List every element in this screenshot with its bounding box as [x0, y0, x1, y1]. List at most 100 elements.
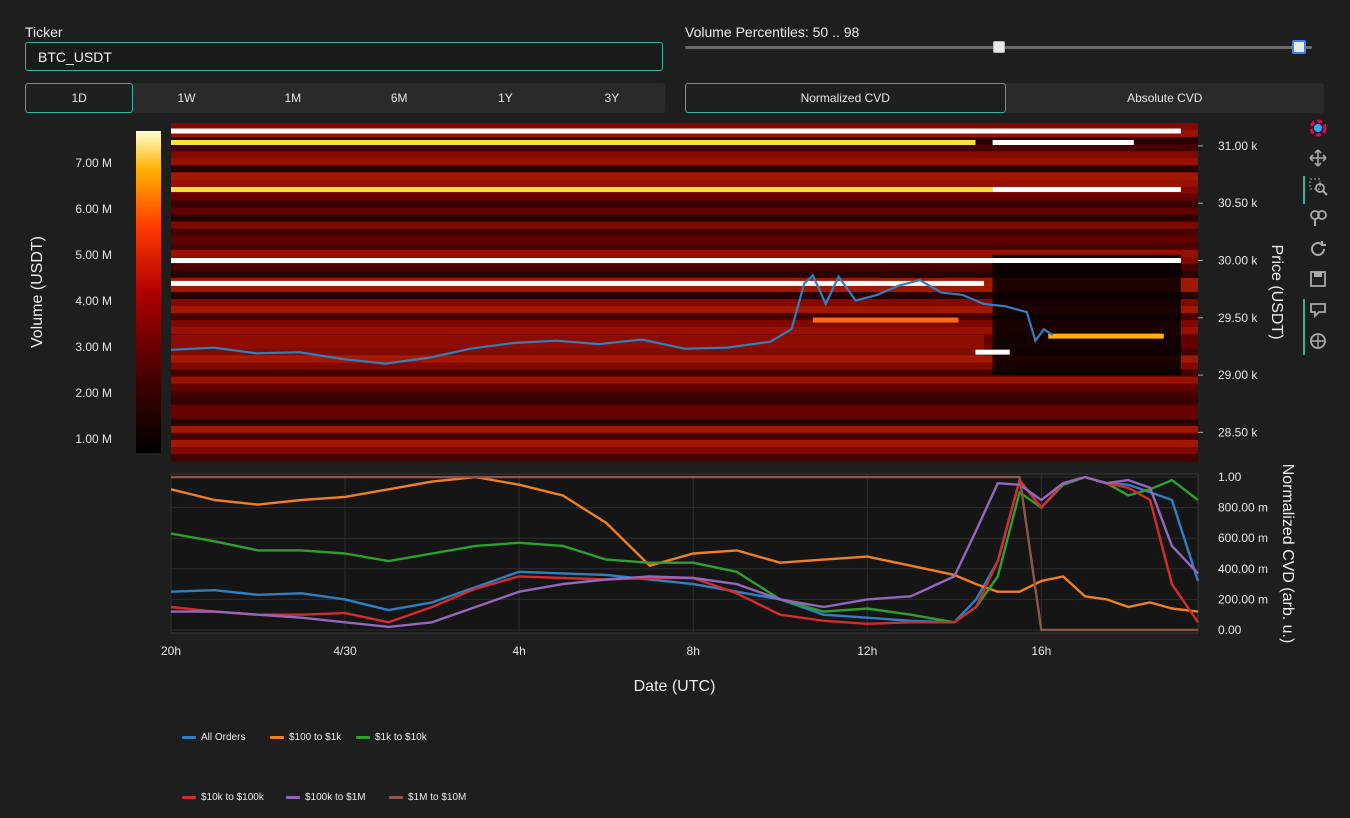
heatmap-row: [171, 299, 1198, 307]
heatmap-level: [171, 280, 985, 286]
heatmap-row: [171, 362, 1198, 370]
heatmap-level: [992, 186, 1181, 192]
price-axis-tick-label: 31.00 k: [1218, 139, 1258, 153]
price-line: [170, 273, 1054, 365]
heatmap-row: [171, 200, 1198, 208]
heatmap-row: [171, 383, 1198, 392]
hover-compare-icon[interactable]: [1307, 299, 1329, 321]
legend-label: $10k to $100k: [201, 792, 264, 803]
legend-label: $1M to $10M: [408, 792, 467, 803]
cvd-mode-button-normalized-cvd[interactable]: Normalized CVD: [685, 83, 1006, 113]
cvd-series--100-to-1k: [170, 475, 1199, 613]
cvd-mode-selector: Normalized CVD Absolute CVD: [685, 83, 1324, 113]
cvd-axis-tick-label: 0.00: [1218, 623, 1242, 637]
heatmap-row: [171, 158, 1198, 166]
time-axis-tick-label: 20h: [161, 644, 181, 658]
volume-percentiles-label: Volume Percentiles: 50 .. 98: [685, 24, 860, 40]
heatmap-row: [171, 369, 1198, 377]
timeframe-button-1w[interactable]: 1W: [177, 91, 196, 105]
cvd-axis-tick-label: 200.00 m: [1218, 592, 1268, 606]
legend-label: $100k to $1M: [305, 792, 366, 803]
legend-swatch: [270, 736, 284, 739]
price-axis-tick-label: 29.00 k: [1218, 368, 1258, 382]
ticker-input[interactable]: [25, 42, 663, 71]
heatmap-row: [171, 334, 1198, 342]
legend-item[interactable]: All Orders: [182, 732, 245, 743]
time-axis-tick-label: 4h: [512, 644, 525, 658]
price-axis-tick-label: 29.50 k: [1218, 311, 1258, 325]
heatmap-row: [171, 397, 1198, 406]
legend-item[interactable]: $10k to $100k: [182, 792, 264, 803]
legend-label: $1k to $10k: [375, 732, 427, 743]
heatmap-level: [1048, 333, 1164, 339]
heatmap-row: [171, 439, 1198, 448]
heatmap-row: [171, 341, 1198, 349]
legend-label: $100 to $1k: [289, 732, 342, 743]
heatmap-row: [171, 123, 1198, 131]
timeframe-button-3y[interactable]: 3Y: [604, 91, 620, 105]
legend-item[interactable]: $1k to $10k: [356, 732, 427, 743]
price-axis-tick-label: 30.50 k: [1218, 196, 1258, 210]
heatmap-row: [171, 453, 1198, 462]
cvd-chart[interactable]: 0.00 200.00 m 400.00 m 600.00 m 800.00 m 1.00…: [161, 464, 1296, 695]
heatmap-row: [171, 242, 1198, 251]
heatmap-row: [171, 320, 1198, 328]
volume-percentiles-high-handle[interactable]: [1292, 40, 1307, 54]
colorbar-title: Volume (USDT): [29, 236, 46, 348]
colorbar-tick-label: 2.00 M: [75, 386, 112, 400]
timeframe-button-6m[interactable]: 6M: [390, 91, 408, 105]
heatmap-row: [171, 432, 1198, 441]
heatmap-level: [812, 317, 959, 323]
legend-item[interactable]: $100 to $1k: [270, 732, 341, 743]
heatmap-row: [171, 193, 1198, 201]
heatmap-row: [171, 313, 1198, 321]
cvd-series--100k-to-1m: [171, 475, 1199, 629]
timeframe-button-1d[interactable]: 1D: [25, 83, 134, 113]
colorbar: [136, 131, 161, 453]
lasso-icon[interactable]: [1307, 207, 1329, 229]
plotly-logo-icon[interactable]: [1307, 117, 1329, 139]
heatmap-row: [171, 270, 1198, 279]
heatmap-row: [171, 249, 1198, 258]
legend-swatch: [182, 796, 196, 799]
timeframe-button-1m[interactable]: 1M: [284, 91, 302, 105]
legend-item[interactable]: $1M to $10M: [389, 792, 466, 803]
download-icon[interactable]: [1307, 268, 1329, 290]
heatmap-level: [171, 186, 993, 192]
heatmap-row: [171, 151, 1198, 159]
heatmap-row: [171, 425, 1198, 434]
cvd-axis-tick-label: 400.00 m: [1218, 562, 1268, 576]
pan-icon[interactable]: [1307, 147, 1329, 169]
modebar-active-marker: [1303, 299, 1305, 355]
heatmap-row: [171, 228, 1198, 237]
heatmap-row: [171, 235, 1198, 244]
legend-swatch: [389, 796, 403, 799]
legend-swatch: [286, 796, 300, 799]
timeframe-selector: 1D 1W 1M 6M 1Y 3Y: [25, 83, 665, 113]
legend-item[interactable]: $100k to $1M: [286, 792, 366, 803]
heatmap-row: [171, 284, 1198, 293]
price-axis-tick-label: 28.50 k: [1218, 425, 1258, 439]
heatmap-row: [171, 404, 1198, 413]
heatmap-row: [171, 292, 1198, 300]
timeframe-button-1y[interactable]: 1Y: [498, 91, 513, 105]
heatmap-row: [171, 327, 1198, 335]
colorbar-tick-label: 3.00 M: [75, 340, 112, 354]
price-axis-title: Price (USDT): [1268, 244, 1285, 339]
heatmap-row: [171, 355, 1198, 363]
reset-icon[interactable]: [1307, 238, 1329, 260]
volume-percentiles-low-handle[interactable]: [992, 41, 1005, 53]
ticker-label: Ticker: [25, 24, 63, 40]
price-axis-tick-label: 30.00 k: [1218, 253, 1258, 267]
colorbar-tick-label: 5.00 M: [75, 248, 112, 262]
time-axis-tick-label: 12h: [857, 644, 877, 658]
heatmap-row: [171, 306, 1198, 314]
zoom-icon[interactable]: [1307, 176, 1329, 198]
heatmap-row: [171, 446, 1198, 455]
cvd-mode-button-absolute-cvd[interactable]: Absolute CVD: [1127, 91, 1203, 105]
heatmap[interactable]: 28.50 k 29.00 k 29.50 k 30.00 k 30.50 k 31.00…: [29, 123, 1285, 462]
hover-closest-icon[interactable]: [1307, 330, 1329, 352]
colorbar-tick-label: 4.00 M: [75, 294, 112, 308]
heatmap-row: [171, 165, 1198, 173]
colorbar-tick-label: 6.00 M: [75, 202, 112, 216]
